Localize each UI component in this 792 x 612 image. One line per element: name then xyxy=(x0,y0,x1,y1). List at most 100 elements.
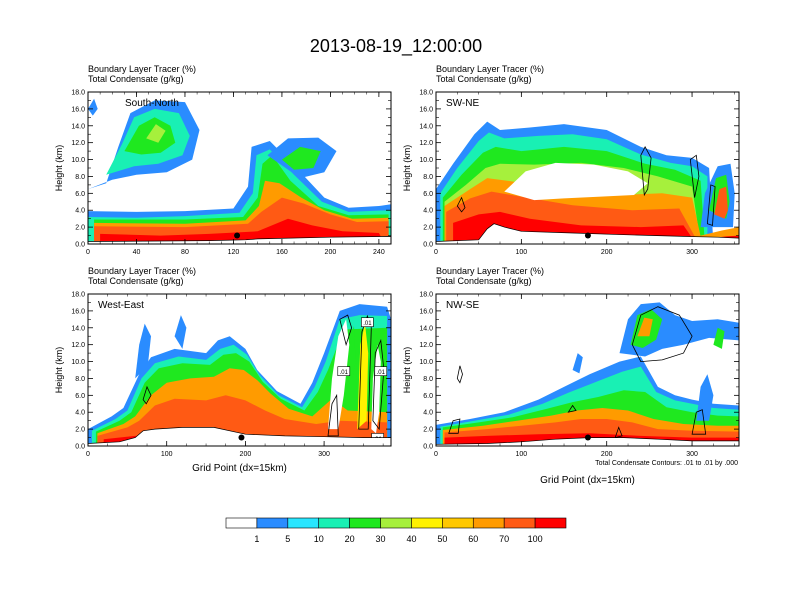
y-tick-label: 4.0 xyxy=(423,410,433,417)
tracer-region xyxy=(347,326,356,379)
y-tick-label: 14.0 xyxy=(419,325,433,332)
x-tick-label: 200 xyxy=(240,451,252,458)
svg-text:.01: .01 xyxy=(340,370,349,376)
y-tick-label: 8.0 xyxy=(75,174,85,181)
y-tick-label: 14.0 xyxy=(419,123,433,130)
x-tick-label: 160 xyxy=(276,249,288,256)
contour-label: .01 xyxy=(374,366,388,376)
colorbar-label: 5 xyxy=(285,534,290,544)
x-tick-label: 100 xyxy=(516,249,528,256)
y-axis-label: Height (km) xyxy=(54,145,64,192)
colorbar-swatch xyxy=(503,517,536,529)
tracer-field: .01.01.01.01 xyxy=(88,304,391,446)
colorbar-label: 10 xyxy=(314,534,324,544)
colorbar-swatch xyxy=(287,517,320,529)
x-tick-label: 120 xyxy=(228,249,240,256)
tracer-region xyxy=(713,327,725,349)
tracer-region xyxy=(88,98,98,116)
colorbar-swatch xyxy=(256,517,289,529)
y-tick-label: 8.0 xyxy=(75,376,85,383)
y-tick-label: 6.0 xyxy=(75,191,85,198)
condensate-contour xyxy=(456,196,466,213)
svg-text:.01: .01 xyxy=(363,321,372,327)
condensate-contour xyxy=(614,426,623,439)
x-tick-label: 80 xyxy=(181,249,189,256)
colorbar-swatch xyxy=(349,517,381,529)
condensate-contour xyxy=(390,145,391,149)
y-tick-label: 6.0 xyxy=(75,393,85,400)
condensate-contour xyxy=(567,404,577,413)
y-tick-label: 0.0 xyxy=(423,242,433,249)
y-tick-label: 0.0 xyxy=(75,444,85,451)
y-tick-label: 4.0 xyxy=(75,410,85,417)
y-tick-label: 0.0 xyxy=(75,242,85,249)
panel-2: Boundary Layer Tracer (%)Total Condensat… xyxy=(402,64,740,256)
y-tick-label: 8.0 xyxy=(423,376,433,383)
condensate-contour xyxy=(456,365,463,384)
y-tick-label: 2.0 xyxy=(423,427,433,434)
y-tick-label: 2.0 xyxy=(75,427,85,434)
colorbar-swatch xyxy=(380,517,412,529)
terrain xyxy=(88,236,391,244)
x-axis-label: Grid Point (dx=15km) xyxy=(192,463,287,474)
colorbar-swatch xyxy=(534,517,567,529)
y-tick-label: 16.0 xyxy=(419,106,433,113)
colorbar-label: 40 xyxy=(406,534,416,544)
condensate-contour xyxy=(372,338,385,431)
x-tick-label: 300 xyxy=(686,249,698,256)
y-tick-label: 4.0 xyxy=(75,208,85,215)
condensate-contour xyxy=(142,385,152,405)
y-tick-label: 18.0 xyxy=(419,90,433,97)
section-label: SW-NE xyxy=(446,98,479,109)
y-tick-label: 8.0 xyxy=(423,174,433,181)
panel-header-condensate: Total Condensate (g/kg) xyxy=(436,276,532,286)
condensate-contour xyxy=(631,306,693,363)
section-label: West-East xyxy=(98,300,144,311)
colorbar-swatch xyxy=(442,517,474,529)
y-tick-label: 10.0 xyxy=(419,157,433,164)
y-tick-label: 4.0 xyxy=(423,208,433,215)
y-tick-label: 14.0 xyxy=(71,123,85,130)
x-tick-label: 300 xyxy=(686,451,698,458)
x-tick-label: 0 xyxy=(434,451,438,458)
y-tick-label: 2.0 xyxy=(423,225,433,232)
y-tick-label: 10.0 xyxy=(419,359,433,366)
condensate-contour xyxy=(706,184,716,226)
y-tick-label: 18.0 xyxy=(71,292,85,299)
panel-3: Boundary Layer Tracer (%)Total Condensat… xyxy=(54,266,392,474)
y-tick-label: 12.0 xyxy=(419,140,433,147)
colorbar-label: 70 xyxy=(499,534,509,544)
x-tick-label: 0 xyxy=(86,249,90,256)
x-tick-label: 100 xyxy=(161,451,173,458)
condensate-contour xyxy=(640,146,652,197)
colorbar-swatch xyxy=(318,517,350,529)
panels: Boundary Layer Tracer (%) Total Condensat… xyxy=(54,64,740,486)
y-tick-label: 10.0 xyxy=(71,157,85,164)
colorbar-label: 30 xyxy=(376,534,386,544)
y-tick-label: 14.0 xyxy=(71,325,85,332)
colorbar-label: 50 xyxy=(437,534,447,544)
contour-note: Total Condensate Contours: .01 to .01 by… xyxy=(595,460,738,467)
y-tick-label: 12.0 xyxy=(71,140,85,147)
location-marker xyxy=(234,232,241,239)
location-marker xyxy=(238,434,245,441)
x-tick-label: 200 xyxy=(325,249,337,256)
y-tick-label: 12.0 xyxy=(71,342,85,349)
condensate-contour xyxy=(448,418,461,434)
tracer-region xyxy=(572,353,583,374)
x-tick-label: 300 xyxy=(318,451,330,458)
condensate-contour xyxy=(689,154,700,198)
colorbar-label: 100 xyxy=(528,534,543,544)
condensate-contour xyxy=(691,409,707,435)
tracer-region xyxy=(135,323,151,379)
x-tick-label: 40 xyxy=(133,249,141,256)
y-axis-label: Height (km) xyxy=(402,347,412,394)
tracer-region xyxy=(146,124,166,143)
panel-header-tracer: Boundary Layer Tracer (%) xyxy=(88,64,196,74)
y-tick-label: 18.0 xyxy=(71,90,85,97)
location-marker xyxy=(584,232,591,239)
condensate-contour xyxy=(327,393,339,437)
y-tick-label: 6.0 xyxy=(423,191,433,198)
y-tick-label: 6.0 xyxy=(423,393,433,400)
y-axis-label: Height (km) xyxy=(54,347,64,394)
